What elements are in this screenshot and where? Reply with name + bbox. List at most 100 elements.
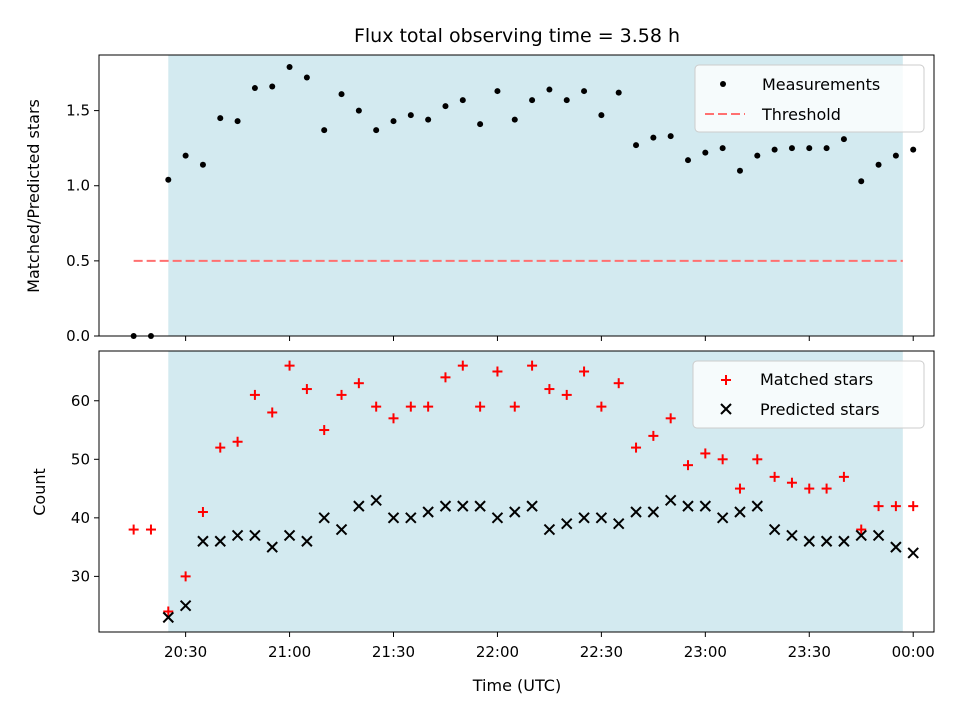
matched-star-point	[388, 413, 399, 424]
matched-star-point	[527, 360, 538, 371]
predicted-x-b	[457, 500, 469, 512]
matched-star-point	[821, 483, 832, 494]
x-tick-label: 21:00	[268, 643, 311, 661]
measurement-point	[685, 157, 692, 164]
matched-star-point	[440, 372, 451, 383]
measurement-point	[251, 85, 258, 92]
matched-star-point	[717, 454, 728, 465]
predicted-star-point	[613, 517, 625, 530]
predicted-x-b	[491, 512, 504, 524]
predicted-star-point	[422, 506, 434, 518]
top-panel: 0.0 0.5 1.0 1.5 Flux total observing time =…	[24, 25, 935, 345]
matched-star-point	[596, 401, 607, 412]
matched-star-point	[249, 389, 260, 400]
predicted-star-point	[353, 500, 365, 512]
predicted-x-b	[439, 500, 452, 512]
measurement-point	[823, 145, 830, 152]
predicted-star-point	[855, 529, 867, 542]
top-ticks: 0.0 0.5 1.0 1.5	[66, 102, 914, 345]
predicted-star-point	[751, 500, 764, 512]
matched-star-point	[319, 425, 330, 436]
measurement-point	[858, 178, 865, 185]
measurement-point	[546, 86, 553, 93]
predicted-star-point	[595, 512, 608, 524]
measurement-point	[217, 115, 224, 122]
matched-star-point	[908, 501, 919, 512]
measurement-point	[806, 145, 813, 152]
measurement-point	[286, 64, 293, 71]
predicted-star-point	[786, 529, 798, 542]
measurement-point	[425, 116, 432, 123]
chart-title: Flux total observing time = 3.58 h	[354, 25, 680, 47]
predicted-star-point	[370, 494, 382, 506]
predicted-x-b	[734, 506, 746, 518]
measurement-point	[719, 145, 726, 152]
measurement-point	[303, 74, 310, 81]
predicted-x-b	[890, 541, 902, 553]
predicted-x-b	[283, 529, 296, 542]
matched-star-point	[509, 401, 520, 412]
bottom-y-tick-label: 60	[71, 392, 90, 410]
matched-star-point	[579, 366, 590, 377]
matched-star-point	[873, 501, 884, 512]
predicted-x-b	[855, 529, 867, 542]
matched-star-point	[700, 448, 711, 459]
matched-star-point	[631, 442, 642, 453]
predicted-x-b	[197, 535, 209, 547]
predicted-x-b	[613, 517, 625, 530]
matched-star-point	[561, 389, 572, 400]
predicted-star-point	[249, 529, 261, 542]
measurement-point	[875, 161, 882, 168]
predicted-star-point	[301, 535, 313, 547]
measurement-point	[338, 91, 345, 98]
predicted-x-b	[751, 500, 764, 512]
measurement-point	[182, 152, 189, 159]
matched-star-point	[544, 384, 555, 395]
predicted-star-point	[231, 529, 244, 542]
predicted-star-point	[526, 500, 538, 512]
matched-star-point	[648, 430, 659, 441]
matched-star-point	[804, 483, 815, 494]
measurement-point	[788, 145, 795, 152]
predicted-x-b	[387, 512, 400, 524]
matched-star-point	[423, 401, 434, 412]
matched-star-point	[769, 471, 780, 482]
measurement-point	[563, 97, 570, 104]
matched-star-point	[786, 477, 797, 488]
predicted-x-b	[318, 512, 330, 524]
predicted-star-point	[664, 494, 677, 506]
predicted-star-point	[509, 506, 521, 518]
measurement-point	[355, 107, 362, 114]
predicted-star-point	[682, 500, 694, 512]
measurement-point	[667, 133, 674, 140]
matched-star-point	[301, 384, 312, 395]
predicted-star-point	[872, 529, 885, 542]
predicted-x-b	[231, 529, 244, 542]
matched-star-point	[665, 413, 676, 424]
predicted-x-b	[509, 506, 521, 518]
matched-star-point	[353, 378, 364, 389]
predicted-star-point	[578, 512, 590, 524]
predicted-x-b	[526, 500, 538, 512]
matched-star-point	[405, 401, 416, 412]
matched-star-point	[475, 401, 486, 412]
measurement-point	[840, 136, 847, 143]
x-tick-label: 00:00	[892, 643, 935, 661]
measurement-point	[459, 97, 466, 104]
measurement-point	[615, 89, 622, 96]
matched-star-point	[734, 483, 745, 494]
bottom-panel: 30 40 50 60 20:30 21:00 21:30 22:00 22:30 23:00 23…	[30, 350, 935, 695]
measurement-point	[910, 146, 917, 153]
x-axis-label: Time (UTC)	[472, 676, 561, 695]
measurement-point	[390, 118, 397, 125]
measurement-point	[633, 142, 640, 149]
predicted-star-point	[335, 523, 348, 536]
predicted-star-point	[803, 535, 815, 547]
predicted-star-point	[699, 500, 712, 512]
x-tick-label: 20:30	[164, 643, 207, 661]
x-tick-label: 21:30	[372, 643, 415, 661]
predicted-star-point	[647, 506, 660, 518]
matched-star-point	[232, 436, 243, 447]
predicted-star-point	[734, 506, 746, 518]
predicted-star-point	[283, 529, 296, 542]
